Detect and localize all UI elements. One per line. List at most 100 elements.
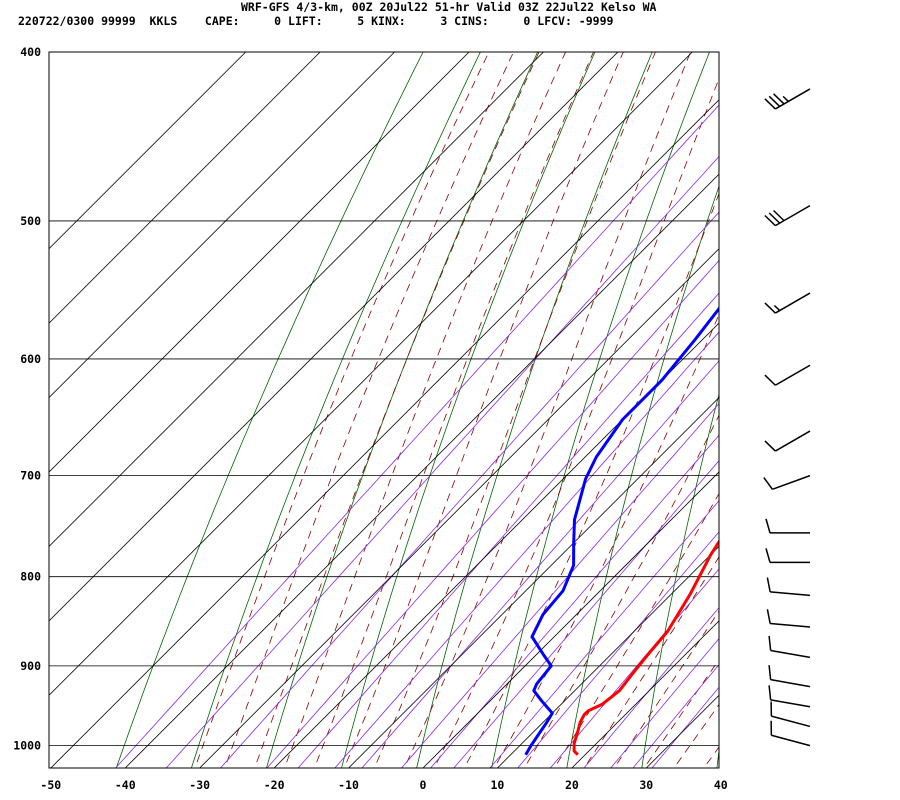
isotherm: [646, 694, 719, 768]
wind-barb: [768, 665, 811, 688]
y-tick-label: 400: [20, 45, 41, 59]
dry-adiabat: [791, 52, 900, 775]
wind-barb: [770, 720, 811, 747]
x-tick-label: -30: [189, 778, 210, 792]
isotherm: [49, 52, 693, 696]
isotherm: [49, 52, 321, 324]
mixing-ratio-line: [361, 360, 719, 768]
tick-labels: 400 500 600 700 800 900 1000 -50 -40 -30 -20 -10 0 10…: [13, 45, 727, 792]
x-tick-label: 0: [420, 778, 427, 792]
isotherm: [348, 396, 719, 768]
wind-barb: [764, 204, 811, 227]
moist-adiabat: [284, 52, 567, 768]
wind-barbs: [763, 88, 811, 747]
moist-adiabat: [254, 52, 540, 768]
wind-barb: [764, 88, 811, 110]
mixing-ratio-line: [219, 211, 719, 768]
moist-adiabat: [373, 52, 656, 768]
mixing-ratio-line: [549, 568, 719, 768]
y-tick-label: 1000: [13, 739, 41, 753]
mixing-ratio-line: [453, 460, 719, 768]
isotherm: [422, 471, 719, 768]
y-tick-label: 900: [20, 659, 41, 673]
moist-adiabat: [313, 52, 594, 768]
wind-barb: [765, 518, 810, 534]
x-tick-label: 40: [714, 778, 728, 792]
mixing-ratio-line: [610, 637, 719, 768]
wind-barb: [763, 474, 811, 491]
wind-barb: [766, 577, 811, 597]
background-lines: [115, 52, 900, 775]
y-tick-label: 600: [20, 352, 41, 366]
dry-adiabat: [190, 52, 481, 768]
dry-adiabat: [416, 52, 653, 768]
dry-adiabat: [867, 52, 900, 775]
x-tick-label: -20: [264, 778, 285, 792]
wind-barb: [770, 701, 811, 728]
temperature-line: [572, 539, 719, 756]
dry-adiabat: [566, 184, 719, 768]
wind-barb: [764, 364, 811, 386]
moist-adiabat: [523, 414, 719, 768]
x-tick-label: 20: [565, 778, 579, 792]
wind-barb: [768, 635, 811, 659]
mixing-ratio-line: [400, 402, 719, 768]
wind-barb: [765, 548, 810, 564]
isotherm: [49, 52, 544, 548]
wind-barb: [764, 430, 811, 452]
moist-adiabat: [553, 492, 719, 768]
isotherm: [497, 545, 719, 768]
dry-adiabat: [341, 52, 596, 768]
moist-adiabat: [343, 52, 624, 768]
mixing-ratio-line: [517, 531, 719, 768]
y-tick-label: 700: [20, 469, 41, 483]
mixing-ratio-line: [651, 686, 719, 768]
mixing-ratio-line: [489, 500, 719, 768]
isotherm: [571, 620, 719, 768]
moist-adiabat: [673, 703, 719, 768]
dry-adiabat: [115, 52, 424, 768]
dry-adiabat: [716, 747, 719, 768]
moist-adiabat: [613, 610, 719, 768]
mixing-ratio-line: [165, 155, 719, 768]
chart-title: WRF-GFS 4/3-km, 00Z 20Jul22 51-hr Valid …: [241, 0, 657, 14]
y-tick-label: 500: [20, 214, 41, 228]
moist-adiabat: [583, 556, 719, 768]
series-layer: [524, 306, 719, 756]
stability-indices: 220722/0300 99999 KKLS CAPE: 0 LIFT: 5 K…: [18, 14, 614, 28]
x-tick-label: 30: [639, 778, 653, 792]
moist-adiabat: [643, 658, 719, 768]
mixing-ratio-line: [334, 331, 719, 768]
y-tick-label: 800: [20, 570, 41, 584]
moist-adiabat: [403, 52, 692, 768]
mixing-ratio-line: [297, 292, 719, 768]
moist-adiabat: [703, 746, 719, 768]
moist-adiabat: [463, 192, 719, 768]
isotherm: [49, 52, 247, 250]
mixing-ratio-line: [115, 104, 719, 768]
dewpoint-line: [524, 306, 719, 756]
plot-frame: [48, 51, 720, 769]
dry-adiabat: [266, 52, 538, 768]
mixing-ratio-line: [430, 434, 719, 768]
x-tick-label: 10: [491, 778, 505, 792]
mixing-ratio-line: [583, 606, 719, 768]
mixing-ratio-line: [266, 259, 719, 768]
x-tick-label: -50: [40, 778, 61, 792]
mixing-ratio-line: [632, 664, 719, 768]
x-tick-label: -10: [338, 778, 359, 792]
isotherm: [199, 248, 719, 768]
grid-lines: [49, 51, 900, 768]
isotherm: [721, 52, 900, 768]
moist-adiabat: [194, 52, 490, 768]
isotherm: [124, 173, 719, 768]
wind-barb: [764, 292, 811, 314]
moist-adiabat: [433, 77, 719, 768]
moist-adiabat: [493, 313, 719, 768]
x-tick-label: -40: [115, 778, 136, 792]
wind-barb: [768, 685, 811, 708]
isotherm: [49, 52, 470, 473]
isotherm: [49, 52, 395, 399]
wind-barb: [766, 609, 811, 628]
